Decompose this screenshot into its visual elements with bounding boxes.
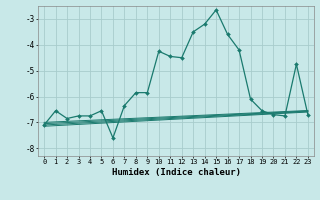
X-axis label: Humidex (Indice chaleur): Humidex (Indice chaleur) [111,168,241,177]
